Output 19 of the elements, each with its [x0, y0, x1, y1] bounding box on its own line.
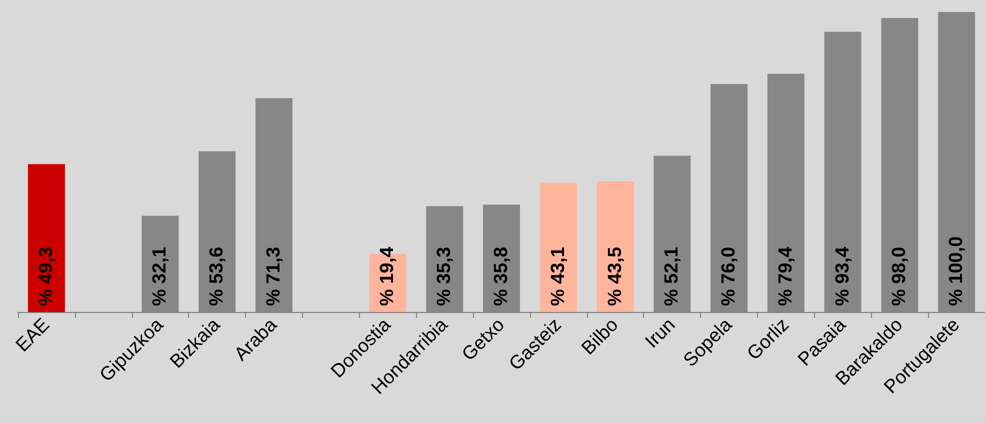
data-label: % 35,8 [491, 246, 512, 306]
data-label: % 52,1 [662, 246, 683, 306]
data-label: % 76,0 [718, 246, 740, 306]
data-label: % 98,0 [889, 246, 910, 306]
bar [540, 182, 577, 312]
data-label: % 49,3 [36, 246, 57, 306]
data-label: % 35,3 [434, 246, 456, 306]
data-label: % 100,0 [946, 236, 968, 306]
data-label: % 71,3 [263, 246, 284, 306]
data-label: % 43,1 [548, 246, 569, 306]
data-label: % 19,4 [377, 246, 398, 306]
data-label: % 53,6 [206, 246, 228, 306]
bar [596, 182, 634, 312]
bar [28, 164, 65, 312]
data-label: % 79,4 [775, 246, 796, 306]
data-label: % 32,1 [150, 246, 171, 306]
data-label: % 93,4 [832, 246, 854, 306]
data-label: % 43,5 [604, 246, 626, 306]
x-tick-label: Irun [642, 314, 680, 353]
